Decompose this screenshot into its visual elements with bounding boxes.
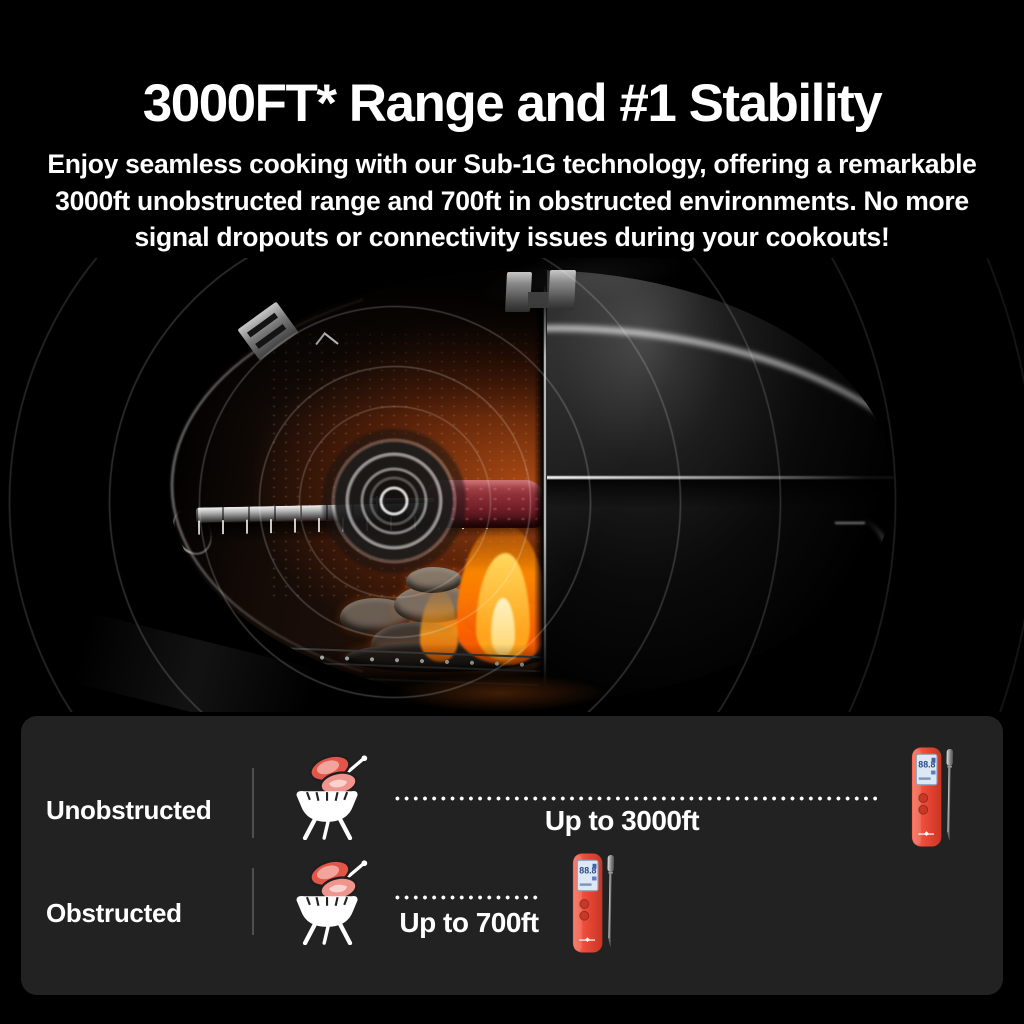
lcd-digits: 88.8 <box>918 760 935 770</box>
grill-hero-photo <box>0 258 1024 712</box>
page-title: 3000FT* Range and #1 Stability <box>142 74 883 133</box>
kettle-bowl <box>296 791 358 840</box>
subtitle-line: signal dropouts or connectivity issues d… <box>134 222 890 252</box>
row-label-unobstructed: Unobstructed <box>46 795 212 825</box>
subtitle-line: Enjoy seamless cooking with our Sub-1G t… <box>47 149 977 179</box>
steak-icon <box>309 754 358 796</box>
ripple-circle <box>0 258 1024 712</box>
steak-icon <box>309 859 358 901</box>
meat-probe-icon <box>607 854 615 948</box>
range-label-unobstructed: Up to 3000ft <box>544 805 700 836</box>
kettle-bowl <box>296 896 358 945</box>
wireless-thermometer-icon: 88.8 <box>911 747 954 847</box>
meat-probe-icon <box>946 748 954 842</box>
kettle-grill-icon <box>296 859 368 945</box>
thermometer-button <box>918 804 929 815</box>
row-divider <box>252 768 254 838</box>
wireless-thermometer-icon: 88.8 <box>572 853 615 953</box>
row-label-obstructed: Obstructed <box>46 898 182 928</box>
dotted-distance-line <box>395 796 877 801</box>
dotted-distance-line <box>395 895 541 900</box>
kettle-grill-icon <box>296 754 368 840</box>
thermometer-button <box>579 898 590 909</box>
subtitle: Enjoy seamless cooking with our Sub-1G t… <box>0 146 1024 256</box>
subtitle-line: 3000ft unobstructed range and 700ft in o… <box>55 185 969 216</box>
range-comparison-panel: Unobstructed Up to 3000ft <box>21 716 1003 995</box>
range-label-obstructed: Up to 700ft <box>399 907 539 938</box>
thermometer-button <box>918 792 929 803</box>
lcd-digits: 88.8 <box>579 866 596 876</box>
thermometer-button <box>579 910 590 921</box>
row-divider <box>252 868 254 935</box>
